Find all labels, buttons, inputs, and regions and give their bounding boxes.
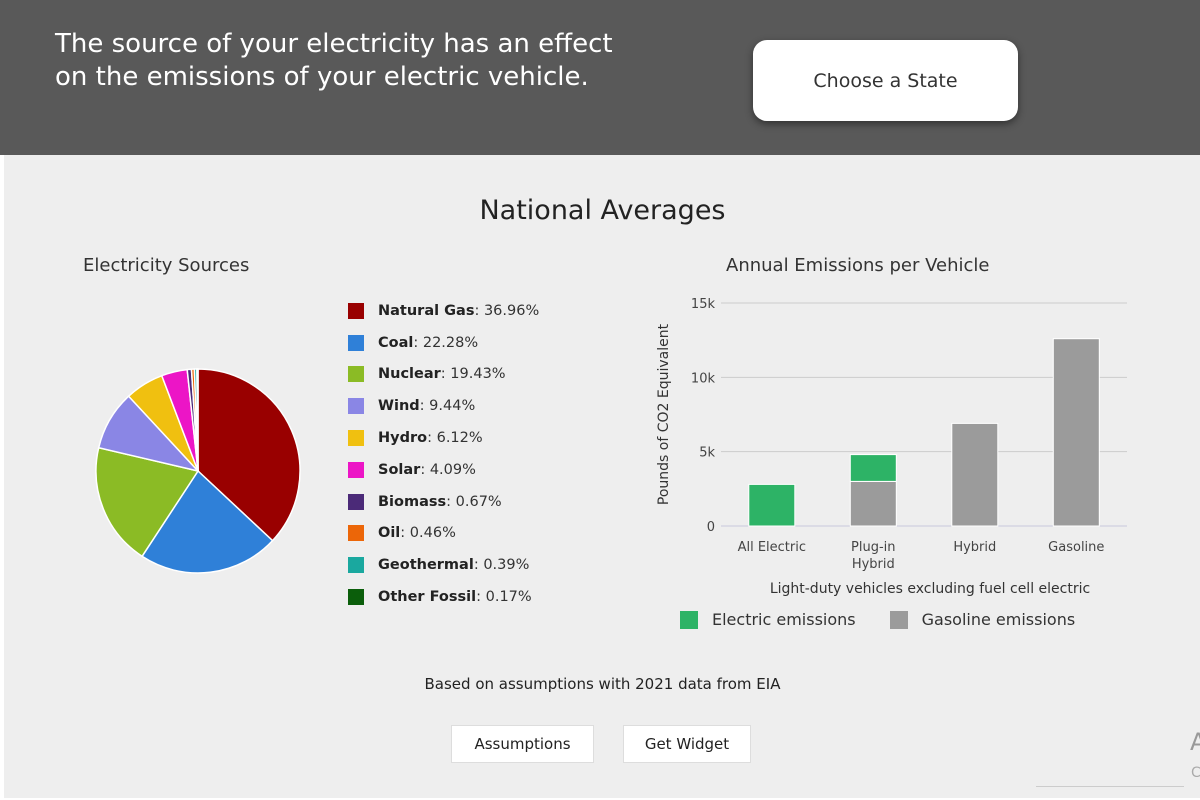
legend-colon: :	[474, 302, 484, 319]
edge-fragment-c: C	[1191, 765, 1200, 781]
pie-chart-title: Electricity Sources	[83, 255, 250, 276]
choose-state-button[interactable]: Choose a State	[753, 40, 1018, 121]
pie-slice-other-fossil[interactable]	[196, 368, 199, 472]
pie-slice-natural-gas[interactable]	[197, 368, 301, 542]
edge-fragment-a: A	[1190, 728, 1200, 756]
y-tick-label: 5k	[699, 446, 715, 461]
legend-label-gasoline: Gasoline emissions	[921, 610, 1076, 629]
legend-swatch	[348, 525, 364, 542]
legend-item-wind: Wind: 9.44%	[348, 390, 539, 422]
legend-item-gasoline: Gasoline emissions	[889, 610, 1076, 629]
legend-value: 0.67%	[455, 493, 502, 510]
legend-item-other-fossil: Other Fossil: 0.17%	[348, 581, 539, 613]
legend-swatch	[348, 589, 364, 606]
legend-value: 4.09%	[429, 461, 476, 478]
legend-colon: :	[420, 461, 430, 478]
legend-label: Hydro	[378, 430, 428, 447]
legend-colon: :	[446, 493, 456, 510]
legend-label: Geothermal	[378, 557, 474, 574]
x-tick-label-plug-in-hybrid: Plug-in Hybrid	[851, 540, 895, 572]
legend-item-nuclear: Nuclear: 19.43%	[348, 359, 539, 391]
x-tick-label-all-electric: All Electric	[738, 540, 806, 555]
legend-swatch	[348, 557, 364, 574]
legend-swatch	[348, 398, 364, 415]
headline: The source of your electricity has an ef…	[55, 29, 613, 92]
bar-all-electric-electric-emissions[interactable]	[748, 483, 796, 527]
bar-chart: 0 5k 10k 15k All Electric Plug-in Hybrid Hybri…	[656, 297, 1127, 572]
y-axis-label: Pounds of CO2 Equivalent	[656, 323, 672, 505]
pie-slice-coal[interactable]	[141, 469, 274, 574]
legend-label: Natural Gas	[378, 302, 475, 319]
bar-gasoline-gasoline-emissions[interactable]	[1052, 338, 1100, 527]
legend-colon: :	[476, 589, 486, 606]
y-tick-label: 15k	[691, 297, 716, 312]
legend-label: Solar	[378, 461, 421, 478]
get-widget-button[interactable]: Get Widget	[623, 725, 751, 763]
pie-slice-nuclear[interactable]	[95, 446, 200, 558]
source-note: Based on assumptions with 2021 data from…	[424, 675, 781, 693]
legend-item-biomass: Biomass: 0.67%	[348, 486, 539, 518]
edge-divider	[1036, 786, 1184, 787]
legend-swatch	[348, 430, 364, 447]
legend-swatch-gasoline	[889, 610, 908, 629]
legend-item-hydro: Hydro: 6.12%	[348, 422, 539, 454]
legend-swatch	[348, 461, 364, 478]
legend-value: 36.96%	[483, 302, 540, 319]
pie-chart	[95, 368, 301, 574]
legend-colon: :	[413, 334, 423, 351]
y-tick-label: 10k	[691, 371, 716, 386]
legend-colon: :	[419, 398, 430, 415]
bar-legend: Electric emissions Gasoline emissions	[680, 610, 1109, 629]
legend-value: 19.43%	[450, 366, 506, 383]
legend-item-electric: Electric emissions	[680, 610, 856, 629]
legend-item-natural-gas: Natural Gas: 36.96%	[348, 295, 539, 327]
section-title: National Averages	[479, 195, 726, 226]
legend-swatch	[348, 366, 364, 383]
legend-value: 6.12%	[436, 430, 483, 447]
legend-label-electric: Electric emissions	[712, 610, 856, 629]
legend-swatch-electric	[680, 610, 698, 629]
legend-colon: :	[440, 366, 451, 383]
legend-swatch	[348, 493, 364, 510]
legend-item-coal: Coal: 22.28%	[348, 327, 539, 359]
bar-hybrid-gasoline-emissions[interactable]	[951, 422, 999, 527]
legend-item-solar: Solar: 4.09%	[348, 454, 539, 486]
assumptions-button[interactable]: Assumptions	[451, 725, 594, 763]
bar-chart-title: Annual Emissions per Vehicle	[726, 255, 990, 276]
x-tick-label-hybrid: Hybrid	[953, 540, 996, 555]
legend-item-geothermal: Geothermal: 0.39%	[348, 549, 539, 581]
legend-swatch	[348, 302, 364, 319]
x-axis-label: Light-duty vehicles excluding fuel cell …	[769, 581, 1091, 597]
legend-label: Oil	[378, 525, 401, 542]
legend-value: 0.17%	[485, 589, 532, 606]
legend-label: Other Fossil	[378, 589, 477, 606]
legend-label: Wind	[378, 398, 420, 415]
legend-colon: :	[473, 557, 484, 574]
legend-label: Nuclear	[378, 366, 441, 383]
legend-label: Biomass	[378, 493, 447, 510]
legend-swatch	[348, 334, 364, 351]
legend-label: Coal	[378, 334, 414, 351]
legend-item-oil: Oil: 0.46%	[348, 518, 539, 550]
legend-value: 22.28%	[422, 334, 479, 351]
bar-plug-in-hybrid-gasoline-emissions[interactable]	[849, 480, 897, 527]
x-tick-label-gasoline: Gasoline	[1048, 540, 1104, 555]
legend-colon: :	[427, 430, 437, 447]
header-banner: The source of your electricity has an ef…	[0, 0, 1200, 155]
bar-plug-in-hybrid-electric-emissions[interactable]	[849, 454, 897, 482]
y-tick-label: 0	[707, 520, 715, 535]
legend-value: 0.39%	[483, 557, 530, 574]
pie-legend: Natural Gas: 36.96% Coal: 22.28% Nuclear…	[348, 295, 539, 613]
legend-value: 9.44%	[429, 398, 476, 415]
legend-value: 0.46%	[409, 525, 456, 542]
legend-colon: :	[400, 525, 410, 542]
